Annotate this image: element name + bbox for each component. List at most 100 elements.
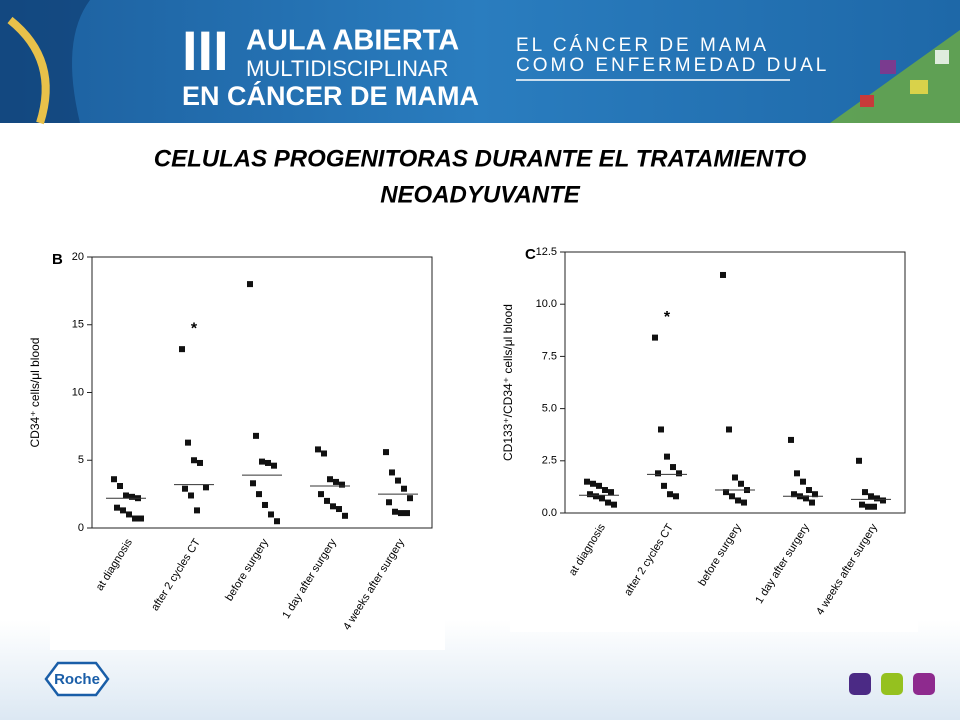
data-point [117, 482, 123, 489]
y-tick-label: 0 [78, 522, 84, 534]
data-point [587, 491, 593, 498]
y-tick-label: 7.5 [542, 350, 557, 362]
data-point [126, 511, 132, 518]
data-point [812, 491, 818, 498]
header-mosaic [0, 0, 960, 125]
data-point [389, 469, 395, 476]
data-point [859, 501, 865, 508]
data-point [324, 497, 330, 504]
data-point [862, 489, 868, 496]
data-point [271, 462, 277, 469]
data-point [788, 436, 794, 443]
data-point [404, 510, 410, 517]
data-point [250, 480, 256, 487]
header-tagline: EL CÁNCER DE MAMA [516, 35, 769, 56]
data-point [735, 497, 741, 504]
data-point [247, 281, 253, 288]
data-point [676, 470, 682, 477]
data-point [652, 334, 658, 341]
data-point [673, 493, 679, 500]
data-point [599, 495, 605, 502]
data-point [658, 426, 664, 433]
data-point [336, 506, 342, 513]
footer-squares [849, 673, 935, 695]
data-point [132, 515, 138, 522]
data-point [611, 501, 617, 508]
data-point [262, 501, 268, 508]
data-point [670, 464, 676, 471]
data-point [386, 499, 392, 506]
y-tick-label: 20 [72, 251, 84, 263]
data-point [590, 480, 596, 487]
data-point [806, 487, 812, 494]
data-point [259, 458, 265, 465]
y-axis-label: CD133⁺/CD34⁺ cells/μl blood [501, 304, 515, 461]
data-point [661, 482, 667, 489]
data-point [253, 432, 259, 439]
header-tagline: COMO ENFERMEDAD DUAL [516, 55, 829, 76]
data-point [274, 518, 280, 525]
data-point [342, 512, 348, 519]
data-point [179, 346, 185, 353]
y-tick-label: 12.5 [536, 246, 557, 258]
y-axis-label: CD34⁺ cells/μl blood [28, 338, 42, 448]
data-point [333, 478, 339, 485]
data-point [265, 459, 271, 466]
data-point [871, 503, 877, 510]
data-point [791, 491, 797, 498]
data-point [809, 499, 815, 506]
data-point [729, 493, 735, 500]
y-tick-label: 5 [78, 454, 84, 466]
data-point [593, 493, 599, 500]
data-point [723, 489, 729, 496]
header-line: AULA ABIERTA [246, 25, 459, 57]
data-point [401, 485, 407, 492]
data-point [407, 495, 413, 502]
header-line: EN CÁNCER DE MAMA [182, 80, 479, 111]
data-point [880, 497, 886, 504]
data-point [111, 476, 117, 483]
y-tick-label: 5.0 [542, 403, 557, 415]
data-point [392, 508, 398, 515]
header-line: MULTIDISCIPLINAR [246, 56, 449, 81]
y-tick-label: 10 [72, 386, 84, 398]
data-point [197, 459, 203, 466]
y-tick-label: 0.0 [542, 507, 557, 519]
logo-text: Roche [54, 671, 100, 688]
annotation: * [664, 309, 671, 326]
data-point [339, 481, 345, 488]
data-point [726, 426, 732, 433]
chart-panel [50, 225, 445, 650]
plot-frame [564, 251, 906, 514]
data-point [321, 450, 327, 457]
annotation: * [191, 320, 198, 337]
data-point [868, 493, 874, 500]
y-tick-label: 10.0 [536, 298, 557, 310]
data-point [732, 474, 738, 481]
roche-logo: Roche [44, 661, 110, 697]
data-point [327, 476, 333, 483]
data-point [383, 449, 389, 456]
panel-letter: B [52, 251, 63, 268]
data-point [655, 470, 661, 477]
data-point [188, 492, 194, 499]
panel-letter: C [525, 246, 536, 263]
data-point [800, 478, 806, 485]
data-point [720, 271, 726, 278]
data-point [741, 499, 747, 506]
data-point [608, 489, 614, 496]
data-point [120, 507, 126, 514]
data-point [738, 480, 744, 487]
data-point [584, 478, 590, 485]
data-point [194, 507, 200, 514]
data-point [114, 504, 120, 511]
data-point [856, 457, 862, 464]
data-point [268, 511, 274, 518]
data-point [667, 491, 673, 498]
data-point [123, 492, 129, 499]
data-point [794, 470, 800, 477]
data-point [803, 495, 809, 502]
data-point [191, 457, 197, 464]
data-point [129, 493, 135, 500]
